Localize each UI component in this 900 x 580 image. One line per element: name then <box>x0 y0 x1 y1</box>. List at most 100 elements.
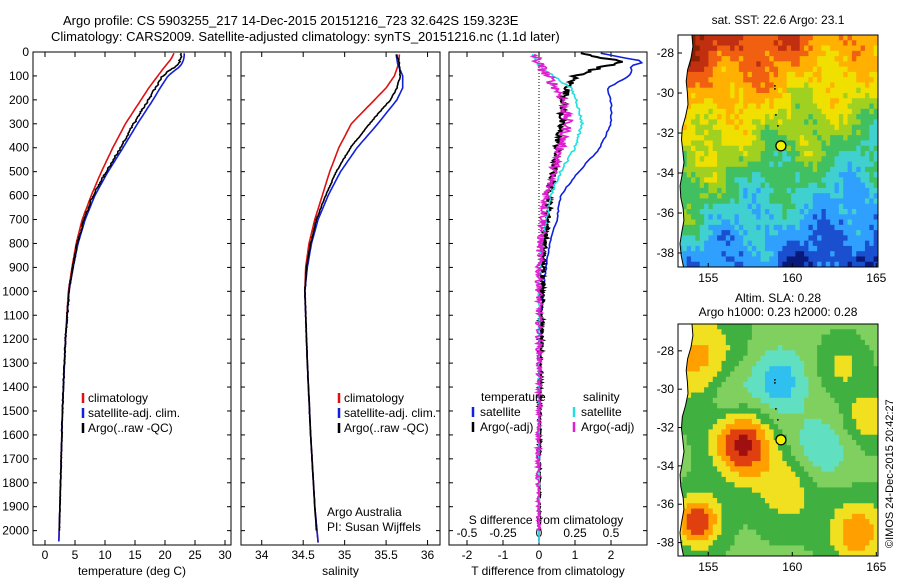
map-cell <box>856 198 862 205</box>
map-cell <box>843 203 848 210</box>
map-cell <box>847 240 853 247</box>
map-cell <box>851 61 857 68</box>
map-cell <box>873 350 879 357</box>
map-cell <box>843 455 848 462</box>
map-cell <box>825 240 831 247</box>
map-cell <box>778 108 783 115</box>
map-cell <box>843 161 848 168</box>
map-cell <box>838 151 844 157</box>
map-cell <box>856 161 862 168</box>
map-cell <box>808 172 814 178</box>
map-cell <box>734 261 740 268</box>
map-cell <box>708 224 714 231</box>
map-cell <box>825 339 831 346</box>
map-cell <box>686 434 692 441</box>
map-cell <box>730 161 735 168</box>
map-cell <box>838 434 844 441</box>
map-cell <box>704 230 709 236</box>
map-cell <box>704 429 709 436</box>
map-cell <box>791 119 796 126</box>
map-cell <box>773 324 779 330</box>
map-cell <box>812 366 818 372</box>
map-cell <box>864 161 870 168</box>
map-cell <box>751 513 757 520</box>
map-cell <box>821 487 827 494</box>
map-cell <box>856 209 862 215</box>
map-cell <box>704 540 709 546</box>
map-cell <box>695 534 701 541</box>
map-cell <box>773 82 779 89</box>
map-cell <box>686 471 692 478</box>
map-cell <box>825 56 831 62</box>
map-cell <box>717 492 722 499</box>
map-cell <box>812 140 818 147</box>
map-cell <box>812 151 818 157</box>
map-cell <box>873 397 879 404</box>
map-cell <box>786 251 792 257</box>
map-cell <box>799 93 805 99</box>
map-cell <box>799 519 805 525</box>
y-tick-label: -36 <box>657 497 675 511</box>
map-cell <box>682 129 688 136</box>
map-cell <box>795 256 801 263</box>
map-cell <box>799 235 805 242</box>
map-cell <box>869 429 875 436</box>
map-cell <box>778 461 783 467</box>
map-cell <box>847 177 853 184</box>
map-cell <box>708 487 714 494</box>
map-cell <box>851 261 857 268</box>
map-cell <box>699 513 705 520</box>
map-cell <box>751 360 757 367</box>
map-cell <box>843 413 848 420</box>
map-cell <box>773 124 779 131</box>
map-cell <box>795 35 801 41</box>
map-cell <box>747 392 753 399</box>
map-cell <box>725 172 731 178</box>
map-cell <box>821 408 827 415</box>
map-cell <box>682 203 688 210</box>
map-cell <box>873 77 879 83</box>
map-cell <box>869 392 875 399</box>
map-cell <box>756 182 762 189</box>
map-cell <box>691 519 696 525</box>
map-cell <box>869 387 875 393</box>
map-cell <box>778 193 783 199</box>
map-cell <box>751 350 757 357</box>
map-cell <box>830 166 835 173</box>
map-cell <box>760 82 766 89</box>
map-cell <box>843 334 848 341</box>
map-cell <box>817 140 822 147</box>
map-cell <box>712 182 718 189</box>
x-axis-label: T difference from climatology <box>471 564 625 578</box>
map-cell <box>712 177 718 184</box>
map-cell <box>734 245 740 252</box>
map-cell <box>864 550 870 557</box>
map-cell <box>873 450 879 457</box>
map-cell <box>838 508 844 515</box>
map-cell <box>682 445 688 451</box>
map-cell <box>717 387 722 393</box>
map-cell <box>791 209 796 215</box>
map-cell <box>725 87 731 94</box>
map-cell <box>834 513 840 520</box>
map-cell <box>717 261 722 268</box>
map-cell <box>808 98 814 104</box>
map-cell <box>791 103 796 110</box>
legend-entry: Argo(-adj) <box>480 420 533 434</box>
map-cell <box>760 339 766 346</box>
map-cell <box>830 513 835 520</box>
map-cell <box>821 334 827 341</box>
map-cell <box>734 540 740 546</box>
x-tick-label: 15 <box>128 548 142 562</box>
map-cell <box>738 429 744 436</box>
map-cell <box>717 450 722 457</box>
map-cell <box>717 66 722 73</box>
map-cell <box>743 350 748 357</box>
map-cell <box>738 93 744 99</box>
map-cell <box>756 534 762 541</box>
map-cell <box>795 434 801 441</box>
map-cell <box>791 519 796 525</box>
map-cell <box>830 550 835 557</box>
map-cell <box>782 339 788 346</box>
map-cell <box>747 129 753 136</box>
